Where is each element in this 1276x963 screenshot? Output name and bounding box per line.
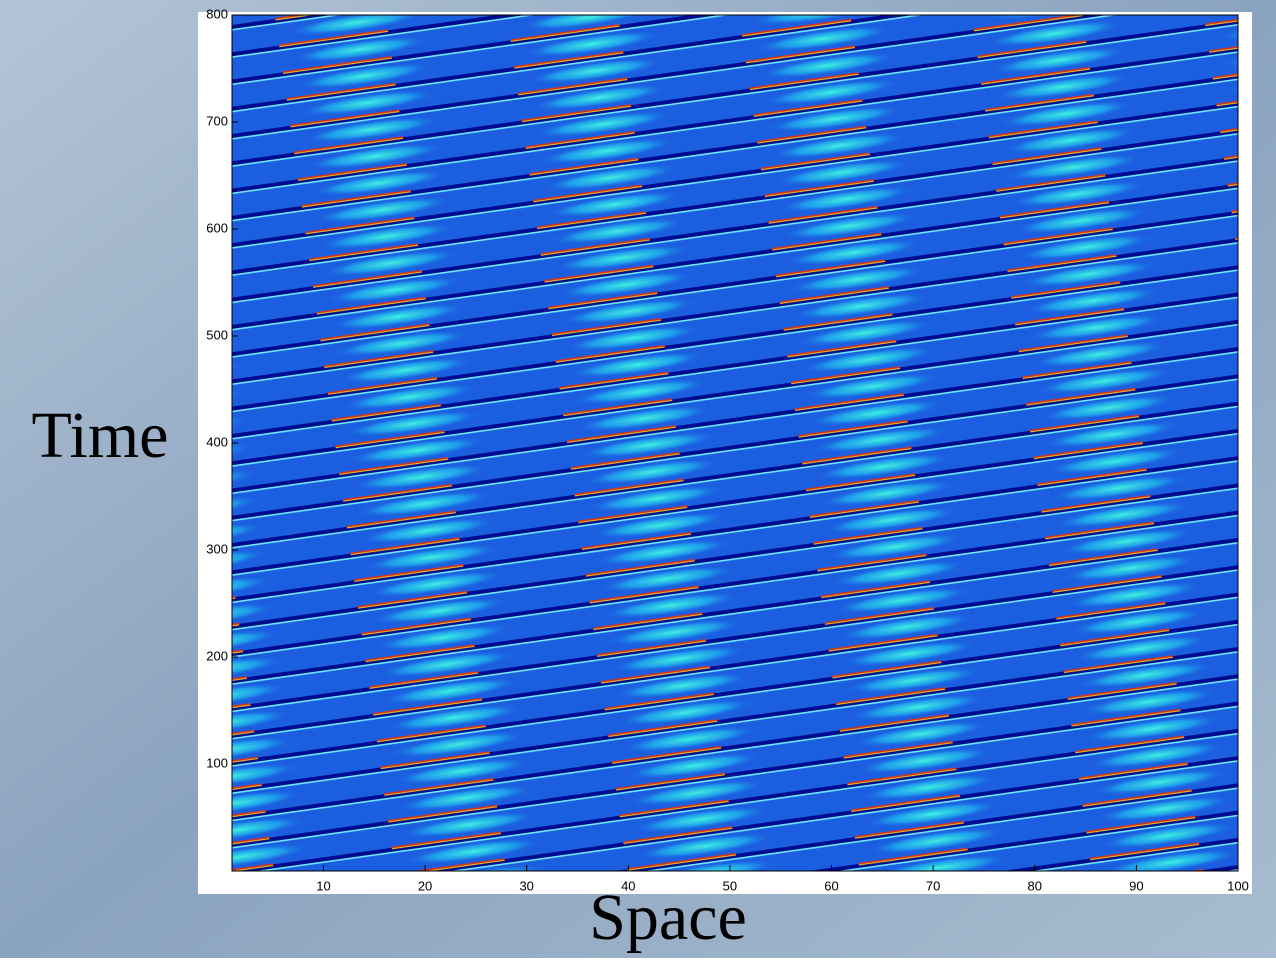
x-tick-label: 10 (316, 878, 330, 893)
y-tick-label: 100 (206, 755, 228, 770)
heatmap (232, 15, 1238, 871)
x-tick-label: 60 (824, 878, 838, 893)
y-tick-label: 200 (206, 648, 228, 663)
x-axis-label: Space (589, 881, 747, 954)
x-tick-label: 50 (723, 878, 737, 893)
y-tick-label: 300 (206, 541, 228, 556)
x-tick-label: 70 (926, 878, 940, 893)
x-tick-label: 100 (1227, 878, 1249, 893)
x-tick-label: 40 (621, 878, 635, 893)
y-tick-label: 600 (206, 220, 228, 235)
y-tick-label: 500 (206, 327, 228, 342)
y-axis-label: Time (32, 399, 169, 472)
x-tick-label: 90 (1129, 878, 1143, 893)
y-tick-label: 400 (206, 434, 228, 449)
y-tick-label: 700 (206, 113, 228, 128)
x-tick-label: 20 (418, 878, 432, 893)
x-tick-label: 30 (519, 878, 533, 893)
x-tick-label: 80 (1028, 878, 1042, 893)
plot-area: 10 20 30 40 50 60 70 80 90 100 100 200 300 400 500 600 7… (206, 6, 1249, 893)
y-tick-label: 800 (206, 6, 228, 21)
